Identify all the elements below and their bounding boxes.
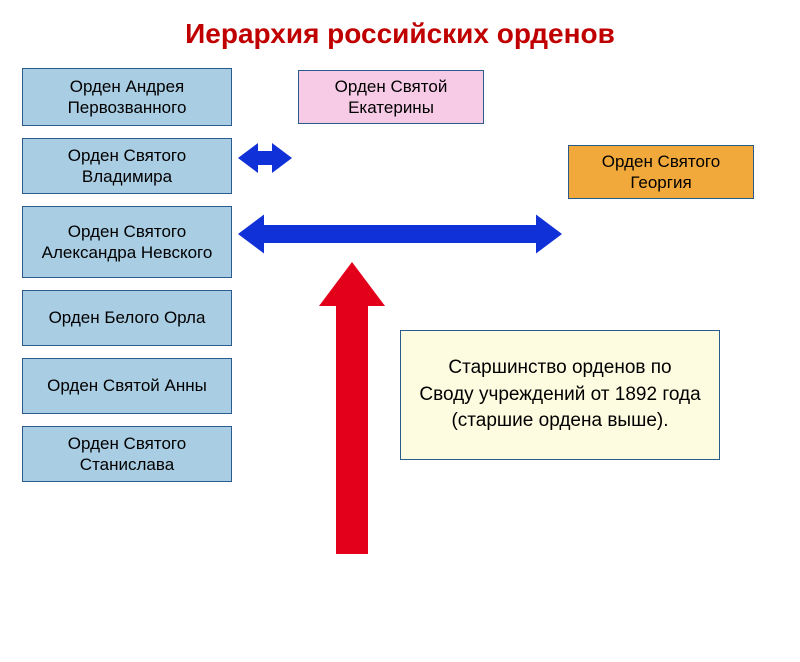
double-arrow-icon bbox=[238, 143, 292, 173]
up-arrow-icon bbox=[319, 262, 385, 554]
arrows-layer bbox=[0, 62, 800, 662]
double-arrow-icon bbox=[238, 215, 562, 254]
page-title: Иерархия российских орденов bbox=[0, 0, 800, 62]
